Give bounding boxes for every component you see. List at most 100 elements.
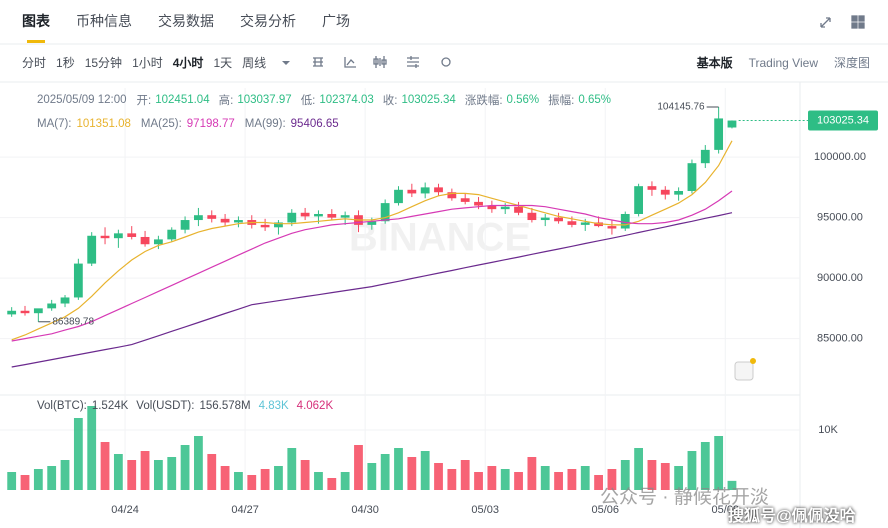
volume-bar	[7, 472, 17, 490]
vol-label: Vol(BTC):	[37, 400, 87, 412]
candle-body	[167, 229, 177, 240]
volume-bar	[500, 469, 510, 490]
volume-bar	[420, 451, 430, 490]
volume-bar	[60, 460, 70, 490]
field-value: 0.65%	[578, 94, 611, 106]
candle-body	[367, 221, 377, 225]
field-label: 收:	[382, 95, 398, 107]
dropdown-caret[interactable]	[282, 61, 290, 65]
vol-label: Vol(USDT):	[136, 400, 195, 412]
candle-body	[274, 222, 283, 228]
ma-name: MA(25):	[140, 118, 182, 130]
interval[interactable]: 1小时	[132, 56, 163, 70]
x-tick-label: 04/27	[231, 504, 259, 516]
volume-bar	[167, 457, 177, 490]
volume-bar	[580, 466, 590, 490]
volume-bar	[140, 451, 150, 490]
vol-legend: Vol(BTC): 1.524K Vol(USDT): 156.578M 4.83K 4.…	[37, 400, 341, 412]
field-label: 涨跌幅:	[464, 95, 503, 107]
candle-icon[interactable]	[373, 56, 387, 68]
layout-icon[interactable]	[858, 22, 865, 29]
candle-body	[153, 239, 163, 245]
tab[interactable]: 广场	[322, 13, 350, 29]
volume-bar	[73, 418, 83, 490]
tab[interactable]: 币种信息	[76, 13, 132, 29]
vol-value: 1.524K	[91, 400, 129, 412]
y-tick-label: 10K	[818, 424, 838, 436]
candle-body	[727, 120, 737, 128]
volume-bar	[194, 436, 203, 490]
layout-icon[interactable]	[851, 15, 858, 22]
high-label: 104145.76	[657, 102, 705, 113]
candle-body	[394, 189, 403, 204]
candle-body	[434, 187, 443, 193]
candle-body	[420, 187, 430, 194]
ma-legend: MA(7): 101351.08 MA(25): 97198.77 MA(99): 954…	[37, 118, 349, 130]
ma-value: 95406.65	[290, 118, 339, 130]
tab[interactable]: 交易分析	[240, 13, 296, 29]
volume-bar	[180, 445, 190, 490]
candle-body	[60, 297, 70, 304]
volume-bar	[674, 466, 684, 490]
expand-icon[interactable]	[820, 17, 831, 28]
volume-bar	[554, 472, 563, 490]
volume-bar	[460, 460, 470, 490]
alert-button[interactable]	[734, 361, 754, 381]
gear-icon[interactable]	[441, 57, 451, 67]
indicator-icon[interactable]	[313, 57, 323, 67]
candle-body	[607, 226, 617, 229]
view[interactable]: 深度图	[833, 56, 870, 70]
draw-icon[interactable]	[344, 57, 356, 68]
ma-value: 101351.08	[76, 118, 131, 130]
field-value: 103025.34	[401, 94, 456, 106]
interval[interactable]: 周线	[242, 56, 267, 70]
volume-bar	[687, 451, 697, 490]
volume-bar	[567, 469, 577, 490]
candle-body	[700, 149, 710, 164]
layout-icon[interactable]	[858, 15, 865, 22]
tabs: 图表 币种信息 交易数据 交易分析 广场	[22, 10, 376, 32]
candle-body	[407, 189, 417, 194]
volume-bar	[714, 436, 724, 490]
view[interactable]: Trading View	[748, 55, 818, 70]
interval[interactable]: 1天	[213, 56, 233, 70]
footer-credit: 搜狐号@佩佩没哈	[728, 508, 856, 525]
candle-body	[540, 217, 550, 221]
candle-body	[87, 235, 97, 264]
volume-bar	[594, 475, 603, 490]
price-tag	[808, 110, 878, 131]
volume-bar	[287, 448, 297, 490]
candle-body	[567, 221, 577, 225]
candle-body	[207, 215, 217, 219]
ma-value: 97198.77	[186, 118, 235, 130]
candle-body	[687, 163, 697, 192]
y-tick-label: 90000.00	[817, 272, 863, 284]
volume-bar	[474, 472, 483, 490]
interval[interactable]: 1秒	[56, 56, 75, 70]
interval[interactable]: 15分钟	[84, 56, 123, 70]
candle-body	[514, 206, 523, 213]
candle-body	[180, 220, 190, 230]
interval[interactable]: 4小时	[172, 56, 204, 70]
candle-body	[487, 205, 497, 210]
tab[interactable]: 交易数据	[158, 13, 214, 29]
candle-body	[620, 213, 630, 229]
field-value: 102451.04	[155, 94, 210, 106]
candle-body	[140, 236, 150, 245]
candle-body	[127, 233, 137, 237]
vol-value: 156.578M	[199, 400, 251, 412]
settings-icon[interactable]	[407, 56, 419, 68]
current-price: 103025.34	[817, 114, 869, 126]
layout-icon[interactable]	[851, 22, 858, 29]
volume-bar	[33, 469, 43, 490]
volume-bar	[487, 466, 497, 490]
x-tick-label: 05/06	[591, 504, 619, 516]
candle-body	[527, 212, 537, 221]
volume-bar	[260, 469, 270, 490]
interval[interactable]: 分时	[22, 56, 47, 70]
footer-watermark: 公众号 · 静候花开淡	[600, 487, 769, 508]
volume-bar	[207, 454, 217, 490]
view[interactable]: 基本版	[696, 56, 733, 70]
tab[interactable]: 图表	[22, 13, 50, 29]
volume-bar	[247, 475, 257, 490]
